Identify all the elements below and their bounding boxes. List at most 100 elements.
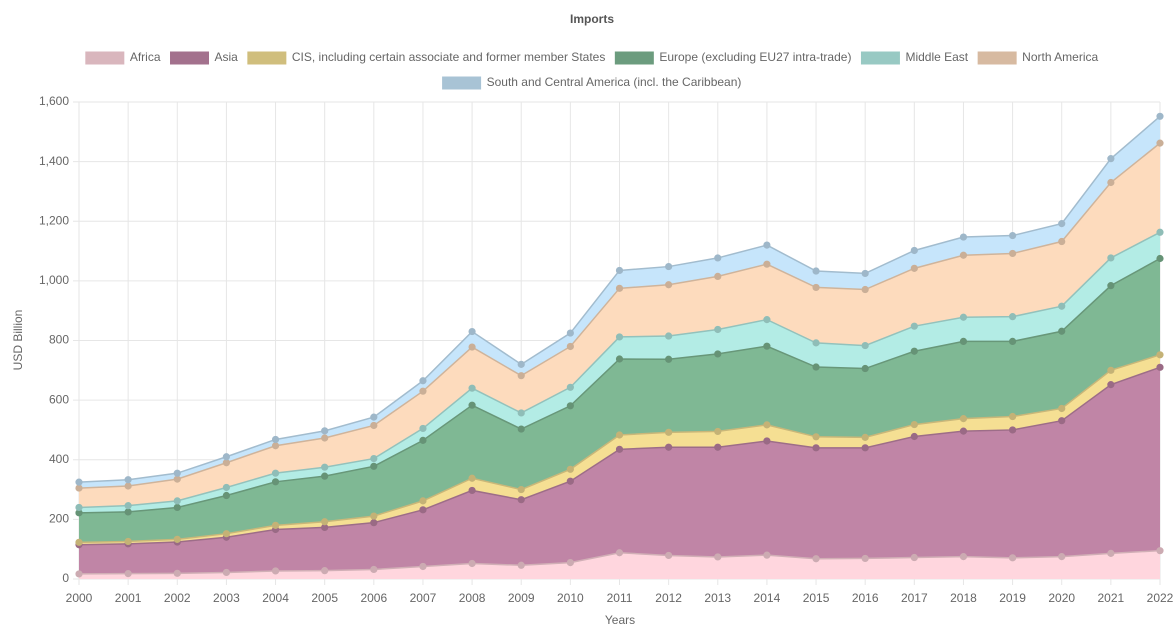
legend-label: South and Central America (incl. the Car… bbox=[487, 75, 742, 89]
x-tick-label: 2007 bbox=[410, 591, 437, 605]
data-point bbox=[615, 549, 624, 557]
data-point bbox=[1008, 412, 1017, 421]
data-point bbox=[959, 233, 968, 241]
legend-swatch bbox=[614, 51, 654, 65]
data-point bbox=[370, 413, 378, 421]
data-point bbox=[1008, 231, 1017, 240]
data-point bbox=[468, 486, 476, 495]
data-point bbox=[812, 363, 820, 371]
data-point bbox=[812, 433, 820, 441]
data-point bbox=[763, 551, 771, 559]
data-point bbox=[1156, 547, 1164, 555]
y-tick-label: 800 bbox=[49, 333, 69, 347]
data-point bbox=[468, 343, 476, 351]
data-point bbox=[566, 559, 574, 567]
data-point bbox=[812, 444, 820, 452]
data-point bbox=[665, 443, 673, 451]
data-point bbox=[1008, 426, 1017, 434]
x-tick-label: 2001 bbox=[115, 591, 142, 605]
data-point bbox=[419, 377, 427, 385]
legend-swatch bbox=[977, 51, 1017, 65]
data-point bbox=[1107, 254, 1115, 262]
data-point bbox=[468, 384, 476, 392]
data-point bbox=[714, 427, 722, 436]
data-point bbox=[665, 332, 673, 340]
data-point bbox=[1156, 363, 1164, 371]
x-tick-label: 2009 bbox=[508, 591, 535, 605]
legend-item: South and Central America (incl. the Car… bbox=[442, 75, 742, 90]
data-point bbox=[1107, 381, 1115, 389]
data-point bbox=[665, 551, 673, 560]
data-point bbox=[271, 435, 280, 444]
data-point bbox=[1156, 351, 1164, 359]
x-tick-label: 2015 bbox=[803, 591, 830, 605]
data-point bbox=[419, 424, 427, 433]
data-point bbox=[714, 254, 722, 262]
legend-swatch bbox=[860, 51, 900, 65]
data-point bbox=[370, 421, 378, 430]
y-tick-label: 200 bbox=[49, 512, 69, 526]
data-point bbox=[271, 521, 280, 529]
y-tick-label: 1,600 bbox=[39, 94, 69, 108]
data-point bbox=[861, 444, 869, 452]
data-point bbox=[468, 327, 476, 336]
data-point bbox=[517, 409, 525, 417]
data-point bbox=[271, 567, 280, 575]
data-point bbox=[173, 497, 181, 505]
data-point bbox=[566, 465, 574, 473]
legend-label: CIS, including certain associate and for… bbox=[292, 50, 605, 64]
y-tick-label: 1,000 bbox=[39, 273, 69, 287]
area bbox=[79, 367, 1160, 574]
data-point bbox=[566, 329, 574, 337]
data-point bbox=[910, 264, 918, 272]
data-point bbox=[173, 475, 181, 483]
data-point bbox=[517, 496, 525, 504]
data-point bbox=[812, 267, 820, 275]
data-point bbox=[271, 469, 280, 477]
y-tick-label: 0 bbox=[62, 571, 69, 585]
data-point bbox=[910, 347, 918, 355]
data-point bbox=[615, 355, 624, 363]
data-point bbox=[566, 383, 574, 391]
data-point bbox=[419, 562, 427, 571]
data-point bbox=[566, 477, 574, 485]
legend-swatch bbox=[247, 51, 287, 65]
legend-swatch bbox=[442, 76, 482, 90]
data-point bbox=[321, 434, 329, 442]
x-tick-label: 2020 bbox=[1048, 591, 1075, 605]
data-point bbox=[271, 442, 280, 450]
legend-swatch bbox=[85, 51, 125, 65]
data-point bbox=[222, 453, 231, 461]
data-point bbox=[173, 469, 181, 477]
data-point bbox=[75, 484, 83, 492]
data-point bbox=[222, 459, 231, 467]
legend-swatch bbox=[170, 51, 210, 65]
x-tick-label: 2022 bbox=[1147, 591, 1174, 605]
data-point bbox=[1058, 237, 1066, 246]
data-point bbox=[959, 427, 968, 435]
x-tick-label: 2018 bbox=[950, 591, 977, 605]
data-point bbox=[1008, 554, 1017, 562]
data-point bbox=[75, 538, 83, 546]
data-point bbox=[321, 427, 329, 435]
data-point bbox=[910, 553, 918, 562]
data-point bbox=[714, 553, 722, 561]
data-point bbox=[763, 342, 771, 350]
data-point bbox=[370, 512, 378, 520]
data-point bbox=[714, 350, 722, 358]
data-point bbox=[1008, 337, 1017, 345]
data-point bbox=[1058, 327, 1066, 335]
data-point bbox=[1107, 366, 1115, 374]
data-point bbox=[1058, 302, 1066, 310]
data-point bbox=[419, 506, 427, 514]
legend-item: Europe (excluding EU27 intra-trade) bbox=[614, 50, 851, 65]
data-point bbox=[812, 283, 820, 292]
y-axis-label: USD Billion bbox=[11, 310, 25, 371]
data-point bbox=[222, 530, 231, 538]
data-point bbox=[861, 285, 869, 294]
data-point bbox=[75, 478, 83, 486]
data-point bbox=[75, 503, 83, 512]
y-tick-label: 1,200 bbox=[39, 213, 69, 227]
x-tick-label: 2000 bbox=[66, 591, 93, 605]
data-point bbox=[812, 339, 820, 347]
